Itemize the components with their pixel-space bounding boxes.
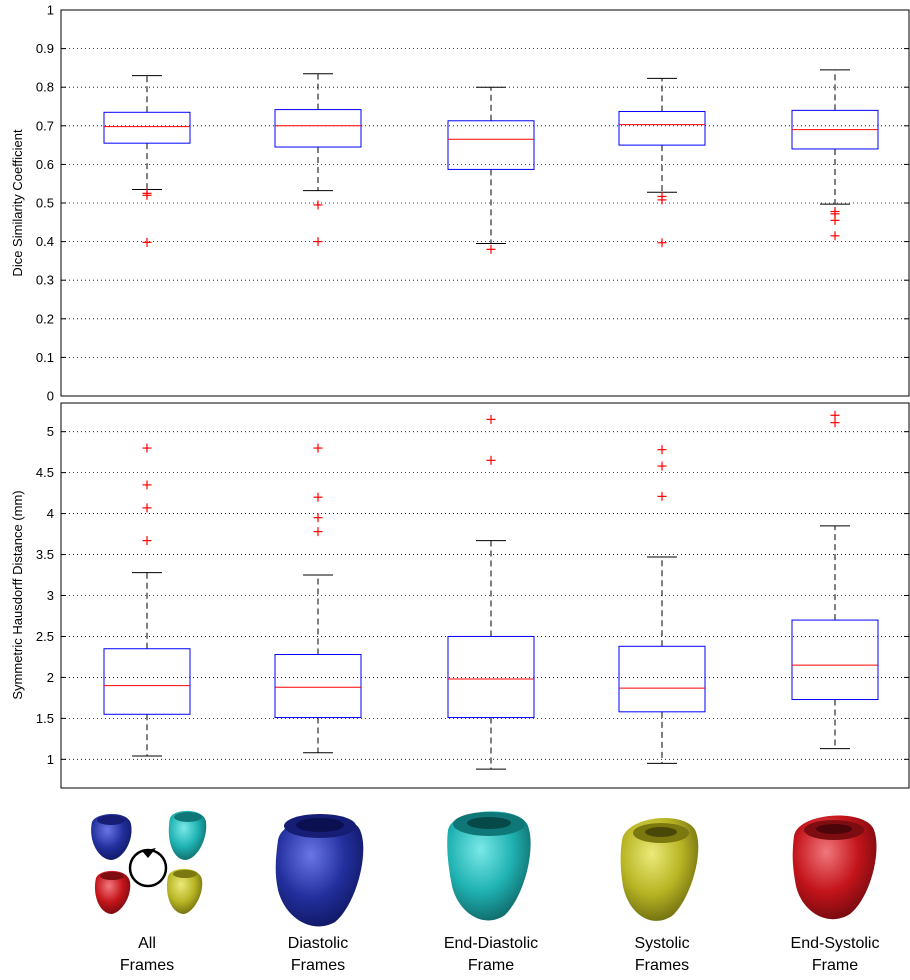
iqr-box bbox=[274, 109, 362, 148]
y-tick-label: 0.5 bbox=[36, 196, 54, 211]
box-plot-5 bbox=[791, 69, 879, 241]
small-end-systolic-heart bbox=[94, 870, 131, 914]
outlier-marker bbox=[657, 461, 667, 471]
category-label-line2: Frames bbox=[635, 957, 689, 974]
outlier-marker bbox=[313, 527, 323, 537]
outlier-marker bbox=[142, 443, 152, 453]
box-plot-1 bbox=[103, 443, 191, 757]
box-plot-5 bbox=[791, 410, 879, 750]
category-label-line1: All bbox=[138, 935, 156, 952]
small-end-diastolic-heart bbox=[168, 810, 207, 860]
category-label-line1: Systolic bbox=[634, 935, 689, 952]
box-plot-4 bbox=[618, 77, 706, 248]
y-tick-label: 0.1 bbox=[36, 350, 54, 365]
outlier-marker bbox=[313, 492, 323, 502]
iqr-box bbox=[447, 120, 535, 170]
small-systolic-heart bbox=[166, 868, 203, 914]
outlier-marker bbox=[830, 215, 840, 225]
plot-frame bbox=[60, 9, 910, 397]
hausdorff-distance-panel: 1 1.5 2 2.5 3 3.5 4 4.5 5 Symmetric Hausdorff Dis… bbox=[10, 402, 910, 789]
outlier-marker bbox=[313, 237, 323, 247]
outlier-marker bbox=[830, 231, 840, 241]
outlier-marker bbox=[142, 536, 152, 546]
outlier-marker bbox=[657, 195, 667, 205]
outlier-marker bbox=[142, 237, 152, 247]
box-plot-2 bbox=[274, 443, 362, 754]
outlier-marker bbox=[657, 491, 667, 501]
box-plot-1 bbox=[103, 75, 191, 247]
category-labels: All Frames Diastolic Frames End-Diastoli… bbox=[120, 935, 880, 974]
box-plot-3 bbox=[447, 414, 535, 770]
y-tick-label: 4 bbox=[47, 506, 54, 521]
outlier-marker bbox=[313, 513, 323, 523]
y-tick-label: 0.8 bbox=[36, 80, 54, 95]
all-frames-hearts-icon bbox=[91, 810, 207, 914]
outlier-marker bbox=[142, 503, 152, 513]
category-label-line1: End-Diastolic bbox=[444, 935, 538, 952]
y-tick-label: 0.6 bbox=[36, 157, 54, 172]
box-plot-2 bbox=[274, 73, 362, 247]
category-label-line2: Frames bbox=[120, 957, 174, 974]
y-tick-label: 3 bbox=[47, 588, 54, 603]
y-tick-label: 0.2 bbox=[36, 311, 54, 326]
outlier-marker bbox=[657, 238, 667, 248]
end-systolic-heart-icon bbox=[792, 815, 877, 920]
y-tick-label: 0 bbox=[47, 389, 54, 404]
category-label-line2: Frame bbox=[812, 957, 858, 974]
diastolic-heart-icon bbox=[275, 814, 364, 927]
y-axis-label: Symmetric Hausdorff Distance (mm) bbox=[10, 490, 25, 699]
y-tick-label: 1 bbox=[47, 752, 54, 767]
outlier-marker bbox=[313, 200, 323, 210]
y-tick-label: 1 bbox=[47, 3, 54, 18]
outlier-marker bbox=[486, 414, 496, 424]
cycle-arrow-icon bbox=[128, 848, 168, 888]
category-label-line2: Frames bbox=[291, 957, 345, 974]
y-tick-label: 5 bbox=[47, 424, 54, 439]
outlier-marker bbox=[486, 244, 496, 254]
category-label-line1: Diastolic bbox=[288, 935, 348, 952]
outlier-marker bbox=[657, 445, 667, 455]
iqr-box bbox=[618, 111, 706, 146]
y-tick-label: 2.5 bbox=[36, 629, 54, 644]
y-tick-label: 3.5 bbox=[36, 547, 54, 562]
y-tick-label: 0.9 bbox=[36, 41, 54, 56]
iqr-box bbox=[103, 111, 191, 144]
box-plot-4 bbox=[618, 445, 706, 764]
category-label-line2: Frame bbox=[468, 957, 514, 974]
iqr-box bbox=[103, 648, 191, 715]
y-tick-label: 4.5 bbox=[36, 465, 54, 480]
plot-frame bbox=[60, 402, 910, 789]
y-axis-label: Dice Similarity Coefficient bbox=[10, 129, 25, 277]
dice-coefficient-panel: 0 0.1 0.2 0.3 0.4 0.5 0.6 0.7 0.8 0.9 1 Dice Simila… bbox=[10, 3, 910, 404]
iqr-box bbox=[791, 619, 879, 701]
y-tick-label: 0.7 bbox=[36, 118, 54, 133]
outlier-marker bbox=[142, 480, 152, 490]
category-label-line1: End-Systolic bbox=[791, 935, 880, 952]
iqr-box bbox=[274, 653, 362, 719]
box-plot-3 bbox=[447, 86, 535, 254]
outlier-marker bbox=[830, 418, 840, 428]
y-tick-label: 2 bbox=[47, 670, 54, 685]
y-tick-label: 0.4 bbox=[36, 234, 54, 249]
outlier-marker bbox=[486, 455, 496, 465]
y-tick-label: 1.5 bbox=[36, 711, 54, 726]
small-diastolic-heart bbox=[91, 814, 132, 860]
outlier-marker bbox=[142, 190, 152, 200]
outlier-marker bbox=[313, 443, 323, 453]
end-diastolic-heart-icon bbox=[447, 811, 531, 921]
y-tick-label: 0.3 bbox=[36, 273, 54, 288]
iqr-box bbox=[447, 635, 535, 719]
systolic-heart-icon bbox=[620, 818, 699, 921]
iqr-box bbox=[618, 645, 706, 713]
